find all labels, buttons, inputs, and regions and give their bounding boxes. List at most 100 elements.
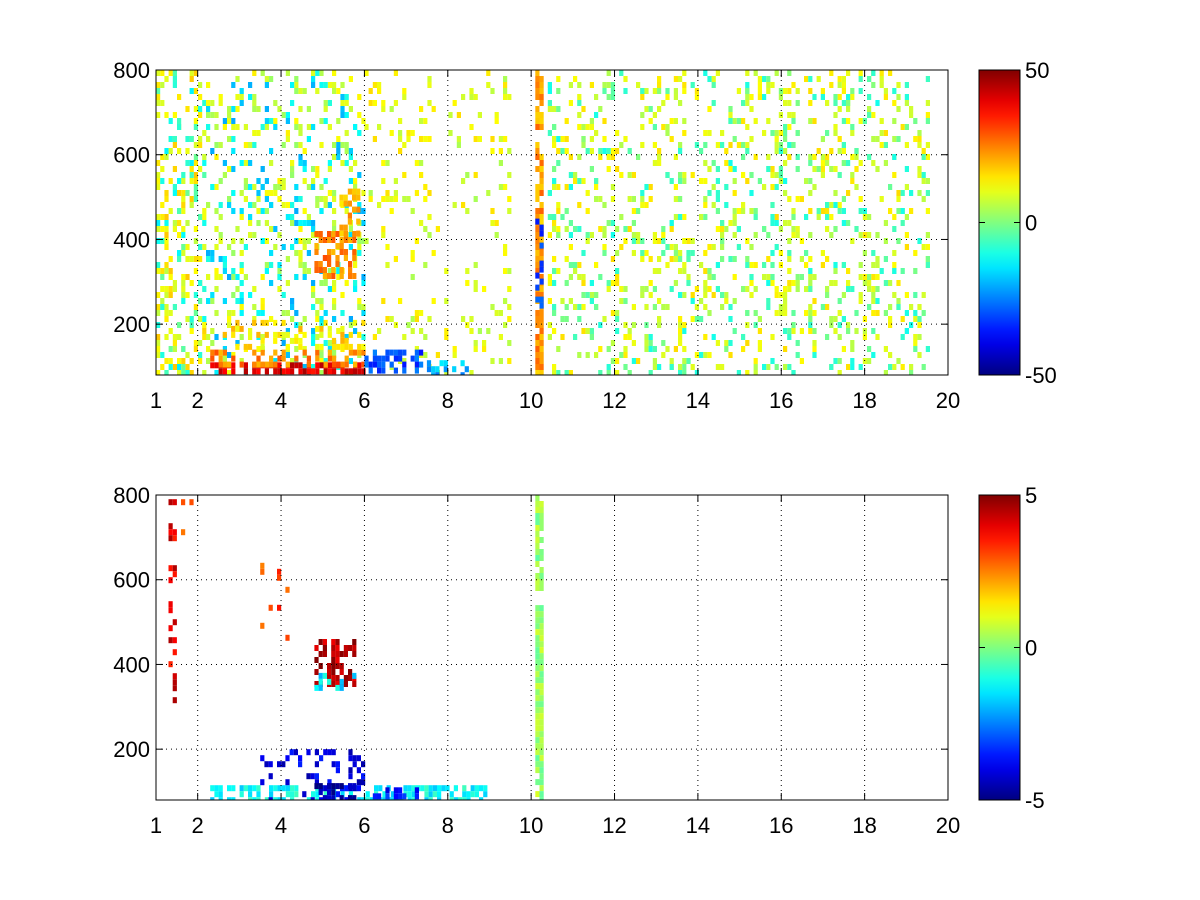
heatmap-cell [539, 340, 544, 346]
heatmap-cell [535, 761, 540, 768]
heatmap-cell [867, 154, 872, 160]
heatmap-cell [361, 349, 366, 356]
heatmap-cell [503, 136, 508, 142]
heatmap-cell [214, 310, 219, 316]
heatmap-cell [888, 304, 893, 310]
heatmap-cell [339, 273, 344, 279]
heatmap-cell [314, 681, 319, 687]
heatmap-cell [298, 124, 303, 130]
heatmap-cell [435, 372, 440, 375]
heatmap-cell [552, 370, 557, 375]
heatmap-cell [875, 136, 880, 142]
heatmap-cell [640, 196, 645, 202]
heatmap-cell [427, 214, 432, 220]
heatmap-cell [231, 331, 236, 338]
heatmap-cell [160, 178, 165, 184]
heatmap-cell [715, 226, 720, 232]
heatmap-cell [185, 220, 190, 226]
heatmap-cell [812, 274, 817, 280]
heatmap-cell [260, 124, 265, 130]
heatmap-cell [477, 328, 482, 334]
heatmap-cell [896, 238, 901, 244]
heatmap-cell [820, 250, 825, 256]
heatmap-cell [243, 142, 248, 148]
heatmap-cell [498, 334, 503, 340]
heatmap-cell [323, 319, 328, 326]
heatmap-cell [602, 244, 607, 250]
heatmap-cell [189, 196, 194, 202]
heatmap-cell [539, 184, 544, 190]
heatmap-cell [218, 94, 223, 100]
heatmap-cell [610, 280, 615, 286]
heatmap-cell [335, 651, 340, 657]
heatmap-cell [539, 364, 544, 370]
heatmap-cell [156, 268, 161, 274]
heatmap-cell [302, 166, 307, 172]
heatmap-cell [539, 635, 544, 642]
heatmap-cell [264, 368, 269, 375]
heatmap-cell [402, 349, 407, 356]
heatmap-cell [461, 316, 466, 322]
heatmap-cell [327, 675, 332, 681]
heatmap-cell [256, 331, 261, 338]
heatmap-cell [298, 325, 303, 332]
heatmap-cell [673, 256, 678, 262]
heatmap-cell [749, 94, 754, 100]
heatmap-cell [657, 106, 662, 112]
colorbar: 50-5 [978, 483, 1045, 813]
heatmap-cell [227, 118, 232, 124]
heatmap-cell [168, 529, 173, 536]
heatmap-cell [239, 262, 244, 268]
heatmap-cell [319, 322, 324, 328]
heatmap-cell [310, 773, 315, 780]
heatmap-cell [298, 256, 303, 262]
heatmap-cell [741, 100, 746, 106]
heatmap-cell [783, 298, 788, 304]
heatmap-cell [535, 749, 540, 756]
heatmap-cell [503, 244, 508, 250]
heatmap-cell [808, 160, 813, 166]
heatmap-cell [449, 797, 454, 800]
heatmap-cell [398, 355, 403, 362]
heatmap-cell [539, 358, 544, 364]
heatmap-cell [448, 130, 453, 136]
heatmap-cell [539, 707, 544, 714]
heatmap-cell [227, 136, 232, 142]
heatmap-cell [644, 184, 649, 190]
heatmap-cell [846, 100, 851, 106]
heatmap-cell [560, 136, 565, 142]
heatmap-cell [385, 349, 390, 356]
heatmap-cell [269, 76, 274, 82]
heatmap-cell [168, 118, 173, 124]
heatmap-cell [552, 214, 557, 220]
heatmap-cell [686, 274, 691, 280]
heatmap-cell [535, 292, 540, 298]
heatmap-cell [290, 166, 295, 172]
heatmap-cell [264, 268, 269, 274]
heatmap-cell [398, 787, 403, 794]
heatmap-cell [892, 154, 897, 160]
heatmap-cell [615, 148, 620, 154]
heatmap-cell [568, 298, 573, 304]
heatmap-cell [749, 208, 754, 214]
heatmap-cell [252, 70, 257, 76]
heatmap-cell [841, 118, 846, 124]
heatmap-cell [829, 202, 834, 208]
heatmap-cell [770, 202, 775, 208]
heatmap-cell [652, 286, 657, 292]
heatmap-cell [227, 322, 232, 328]
heatmap-cell [577, 124, 582, 130]
heatmap-cell [816, 208, 821, 214]
heatmap-cell [214, 370, 219, 375]
heatmap-cell [193, 106, 198, 112]
heatmap-cell [577, 226, 582, 232]
heatmap-cell [156, 160, 161, 166]
heatmap-cell [774, 244, 779, 250]
heatmap-cell [498, 136, 503, 142]
heatmap-cell [193, 184, 198, 190]
heatmap-cell [745, 262, 750, 268]
heatmap-cell [348, 331, 353, 338]
colorbar-tick-label: 0 [1025, 211, 1037, 236]
heatmap-cell [452, 352, 457, 358]
heatmap-cell [888, 70, 893, 76]
